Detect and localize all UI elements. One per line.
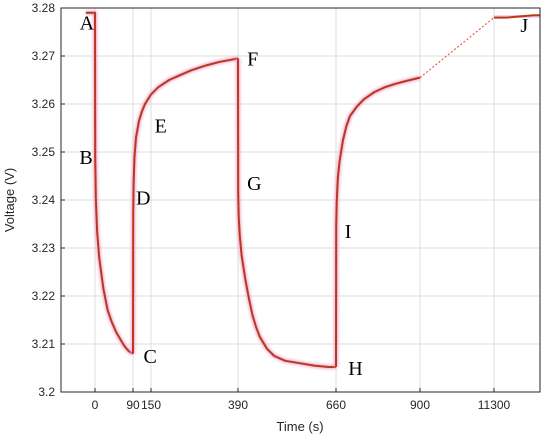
series-line [237, 58, 336, 368]
series-line [494, 14, 540, 19]
point-label-e: E [155, 116, 167, 138]
y-tick-label: 3.2 [38, 385, 55, 399]
y-tick-label: 3.22 [32, 289, 56, 303]
point-label-d: D [136, 188, 150, 210]
x-tick-label: 900 [410, 398, 430, 412]
series-line [132, 57, 239, 354]
point-label-c: C [144, 346, 157, 368]
y-tick-label: 3.21 [32, 337, 56, 351]
point-label-b: B [79, 147, 92, 169]
series-line [335, 76, 421, 368]
x-tick-label: 390 [228, 398, 248, 412]
y-tick-label: 3.25 [32, 145, 56, 159]
y-tick-label: 3.24 [32, 193, 56, 207]
y-tick-label: 3.28 [32, 1, 56, 15]
series-traces [85, 10, 540, 370]
point-label-a: A [80, 12, 95, 34]
y-axis-title: Voltage (V) [2, 168, 17, 232]
point-labels: A B C D E F G H I J [79, 12, 528, 380]
point-label-h: H [348, 358, 362, 380]
point-label-g: G [247, 173, 261, 195]
x-tick-label: 11300 [478, 398, 511, 412]
series-line [85, 11, 134, 355]
point-label-j: J [520, 15, 528, 37]
y-tick-label: 3.23 [32, 241, 56, 255]
point-label-f: F [247, 48, 258, 70]
x-tick-label: 150 [141, 398, 161, 412]
y-tick-label: 3.27 [32, 49, 56, 63]
axis-ticks: 3.2 3.21 3.22 3.23 3.24 3.25 3.26 3.27 3.28 0 90 15… [32, 1, 511, 412]
x-tick-label: 0 [92, 398, 99, 412]
x-axis-title: Time (s) [276, 419, 323, 434]
x-tick-label: 90 [126, 398, 140, 412]
x-tick-label: 660 [326, 398, 346, 412]
point-label-i: I [345, 221, 352, 243]
y-tick-label: 3.26 [32, 97, 56, 111]
